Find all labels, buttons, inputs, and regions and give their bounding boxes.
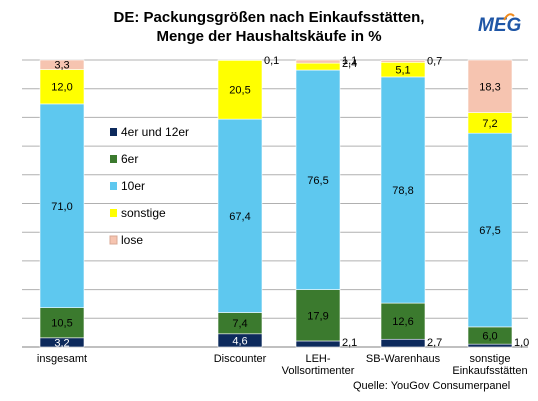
data-label: 2,1 (342, 337, 357, 349)
legend-label: 10er (121, 179, 145, 193)
data-label: 18,3 (479, 81, 500, 93)
data-label: 7,4 (232, 318, 247, 330)
chart-title-line2: Menge der Haushaltskäufe in % (156, 28, 382, 45)
bar-segment (295, 59, 341, 64)
category-label: Vollsortimenter (282, 365, 355, 377)
data-label: 4,6 (232, 335, 247, 347)
bar-segment (467, 59, 513, 113)
data-label: 1,0 (514, 337, 529, 349)
meg-logo: MEG (478, 13, 534, 43)
bar-segment (380, 338, 426, 348)
bar-segment (39, 59, 85, 70)
data-label: 20,5 (229, 85, 250, 97)
bar-segment (39, 307, 85, 339)
data-label: 7,2 (482, 118, 497, 130)
data-label: 0,7 (427, 55, 442, 67)
bar-segment (295, 289, 341, 342)
category-label: insgesamt (37, 353, 87, 365)
bar-segment (39, 69, 85, 105)
data-label: 78,8 (392, 185, 413, 197)
category-label: SB-Warenhaus (366, 353, 441, 365)
bar-segment (295, 340, 341, 348)
data-label: 10,5 (51, 318, 72, 330)
bar-segment (380, 76, 426, 304)
chart-title-line1: DE: Packungsgrößen nach Einkaufsstätten, (113, 9, 425, 26)
data-label: 1,1 (342, 55, 357, 67)
category-label: Einkaufsstätten (452, 365, 527, 377)
data-label: 3,3 (54, 60, 69, 72)
legend-label: lose (121, 233, 143, 247)
logo-text: MEG (478, 15, 522, 36)
legend-swatch (109, 235, 118, 245)
data-label: 6,0 (482, 331, 497, 343)
legend-label: sonstige (121, 206, 166, 220)
source-note: Quelle: YouGov Consumerpanel (353, 380, 511, 392)
logo-swoosh-icon (503, 13, 515, 21)
category-label: Discounter (214, 353, 267, 365)
category-label: sonstige (470, 353, 511, 365)
legend-swatch (110, 128, 117, 136)
bar-segment (467, 132, 513, 328)
data-label: 0,1 (264, 55, 279, 67)
bar-segment (380, 302, 426, 340)
bar-segment (217, 59, 263, 120)
bar-segment (39, 103, 85, 308)
legend-swatch (110, 182, 117, 190)
bar-segment (467, 343, 513, 348)
data-label: 71,0 (51, 201, 72, 213)
legend-label: 4er und 12er (121, 125, 189, 139)
bar-segment (295, 62, 341, 71)
data-label: 3,2 (54, 337, 69, 349)
bar-segment (295, 69, 341, 290)
data-label: 67,5 (479, 225, 500, 237)
bar-segment (380, 59, 426, 63)
data-label: 17,9 (307, 310, 328, 322)
data-label: 67,4 (229, 211, 250, 223)
data-label: 76,5 (307, 175, 328, 187)
data-label: 12,6 (392, 316, 413, 328)
data-label: 5,1 (395, 65, 410, 77)
category-label: LEH- (305, 353, 330, 365)
legend-swatch (110, 209, 117, 217)
data-label: 12,0 (51, 82, 72, 94)
legend-label: 6er (121, 152, 138, 166)
legend-swatch (110, 155, 117, 163)
data-label: 2,7 (427, 337, 442, 349)
bar-segment (217, 118, 263, 313)
data-label: 2,4 (342, 58, 357, 70)
